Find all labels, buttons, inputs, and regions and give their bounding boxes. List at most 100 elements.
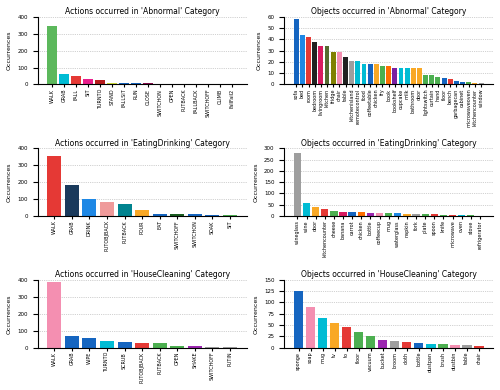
Bar bbox=[59, 74, 69, 85]
Bar bbox=[312, 207, 320, 216]
Bar bbox=[362, 64, 366, 85]
Bar bbox=[448, 79, 452, 85]
Bar bbox=[385, 213, 392, 216]
Bar bbox=[454, 81, 459, 85]
Bar bbox=[118, 342, 132, 347]
Bar bbox=[472, 83, 478, 85]
Bar bbox=[436, 76, 440, 85]
Bar bbox=[47, 156, 62, 216]
Bar bbox=[368, 64, 372, 85]
Bar bbox=[321, 209, 328, 216]
Title: Objects occurred in 'EatingDrinking' Category: Objects occurred in 'EatingDrinking' Cat… bbox=[301, 138, 476, 147]
Bar bbox=[440, 215, 447, 216]
Y-axis label: Occurrences: Occurrences bbox=[254, 294, 258, 333]
Y-axis label: Occurrences: Occurrences bbox=[7, 294, 12, 333]
Bar bbox=[330, 323, 340, 347]
Y-axis label: Occurrences: Occurrences bbox=[7, 31, 12, 70]
Bar bbox=[438, 344, 448, 347]
Bar bbox=[118, 204, 132, 216]
Bar bbox=[294, 291, 304, 347]
Y-axis label: Occurrences: Occurrences bbox=[254, 162, 258, 202]
Bar bbox=[100, 341, 114, 347]
Bar bbox=[414, 343, 424, 347]
Bar bbox=[462, 346, 471, 347]
Bar bbox=[458, 215, 466, 216]
Bar bbox=[467, 215, 474, 216]
Bar bbox=[100, 202, 114, 216]
Bar bbox=[84, 80, 93, 85]
Bar bbox=[170, 214, 184, 216]
Bar bbox=[318, 46, 324, 85]
Bar bbox=[349, 61, 354, 85]
Bar bbox=[318, 318, 328, 347]
Bar bbox=[170, 346, 184, 347]
Bar bbox=[71, 76, 81, 85]
Bar bbox=[367, 213, 374, 216]
Bar bbox=[330, 52, 336, 85]
Bar bbox=[82, 199, 96, 216]
Bar bbox=[82, 338, 96, 347]
Bar bbox=[450, 345, 460, 347]
Bar bbox=[294, 19, 298, 85]
Bar bbox=[390, 341, 400, 347]
Bar bbox=[324, 46, 330, 85]
Bar bbox=[330, 211, 338, 216]
Bar bbox=[474, 346, 484, 347]
Bar bbox=[460, 82, 465, 85]
Bar bbox=[404, 67, 409, 85]
Bar bbox=[108, 83, 117, 85]
Bar bbox=[132, 83, 141, 85]
Bar bbox=[386, 66, 391, 85]
Bar bbox=[430, 215, 438, 216]
Y-axis label: Occurrences: Occurrences bbox=[257, 31, 262, 70]
Y-axis label: Occurrences: Occurrences bbox=[7, 162, 12, 202]
Bar bbox=[206, 215, 220, 216]
Title: Actions occurred in 'EatingDrinking' Category: Actions occurred in 'EatingDrinking' Cat… bbox=[54, 138, 230, 147]
Bar bbox=[449, 215, 456, 216]
Bar bbox=[204, 84, 213, 85]
Bar bbox=[442, 78, 446, 85]
Bar bbox=[380, 66, 385, 85]
Bar bbox=[478, 83, 484, 85]
Bar bbox=[135, 210, 149, 216]
Bar bbox=[294, 153, 301, 216]
Bar bbox=[65, 336, 79, 347]
Bar bbox=[422, 214, 429, 216]
Bar bbox=[394, 213, 402, 216]
Bar bbox=[152, 213, 166, 216]
Bar bbox=[156, 83, 165, 85]
Bar bbox=[168, 83, 177, 85]
Bar bbox=[65, 185, 79, 216]
Bar bbox=[423, 75, 428, 85]
Bar bbox=[356, 61, 360, 85]
Title: Objects occurred in 'HouseCleaning' Category: Objects occurred in 'HouseCleaning' Cate… bbox=[300, 270, 476, 279]
Title: Actions occurred in 'HouseCleaning' Category: Actions occurred in 'HouseCleaning' Cate… bbox=[54, 270, 230, 279]
Bar bbox=[417, 67, 422, 85]
Bar bbox=[312, 42, 317, 85]
Bar bbox=[392, 67, 398, 85]
Bar bbox=[223, 215, 237, 216]
Bar bbox=[426, 344, 436, 347]
Bar bbox=[340, 211, 346, 216]
Bar bbox=[343, 57, 348, 85]
Bar bbox=[303, 202, 310, 216]
Bar bbox=[404, 214, 410, 216]
Bar bbox=[180, 84, 189, 85]
Bar bbox=[402, 342, 411, 347]
Bar bbox=[96, 80, 105, 85]
Bar bbox=[348, 212, 356, 216]
Bar bbox=[188, 346, 202, 347]
Bar bbox=[411, 67, 416, 85]
Bar bbox=[188, 215, 202, 216]
Bar bbox=[412, 214, 420, 216]
Bar bbox=[47, 26, 57, 85]
Bar bbox=[120, 83, 129, 85]
Bar bbox=[376, 213, 383, 216]
Bar bbox=[466, 82, 471, 85]
Bar bbox=[306, 37, 311, 85]
Bar bbox=[152, 344, 166, 347]
Bar bbox=[337, 52, 342, 85]
Bar bbox=[398, 67, 404, 85]
Title: Actions occurred in 'Abnormal' Category: Actions occurred in 'Abnormal' Category bbox=[65, 7, 220, 16]
Bar bbox=[378, 340, 388, 347]
